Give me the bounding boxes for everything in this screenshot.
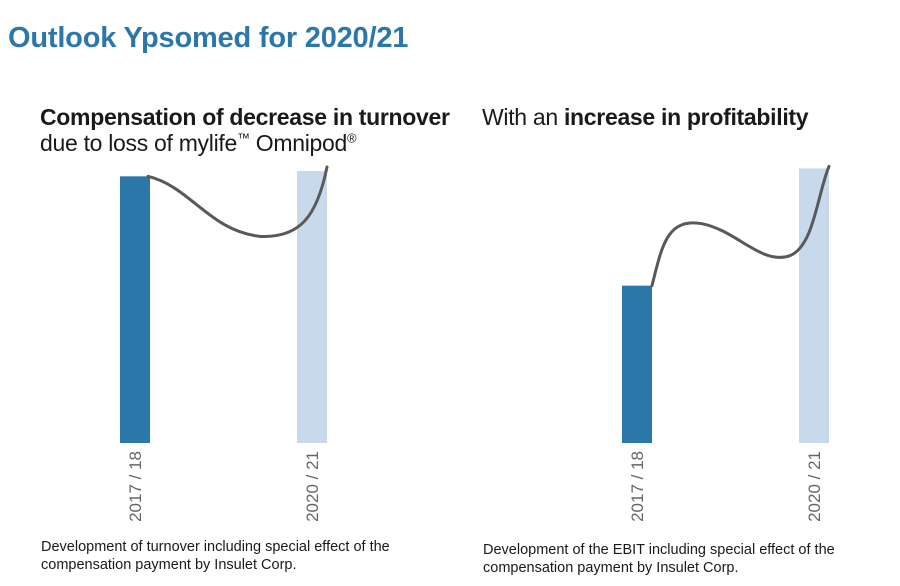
right-heading-bold: increase in profitability xyxy=(563,104,809,130)
right-caption-line2: compensation payment by Insulet Corp. xyxy=(483,560,739,576)
bar-second xyxy=(799,168,829,444)
page-title: Outlook Ypsomed for 2020/21 xyxy=(8,22,409,54)
x-tick-label: 2020 / 21 xyxy=(805,451,824,522)
bar-first xyxy=(622,285,652,443)
left-panel-heading: Compensation of decrease in turnover due… xyxy=(40,104,450,156)
ebit-trend-curve xyxy=(650,164,831,288)
right-caption-line1: Development of the EBIT including specia… xyxy=(483,542,835,558)
right-heading-normal: With an xyxy=(482,104,564,130)
left-heading-bold: Compensation of decrease in turnover xyxy=(40,104,450,130)
bar-second xyxy=(297,171,327,443)
left-heading-line2: due to loss of mylife xyxy=(40,130,237,156)
left-caption-line2: compensation payment by Insulet Corp. xyxy=(41,557,297,573)
ebit-chart: 2017 / 18 2020 / 21 xyxy=(622,164,831,522)
turnover-chart: 2017 / 18 2020 / 21 xyxy=(120,165,329,522)
right-caption: Development of the EBIT including specia… xyxy=(483,541,900,577)
right-panel-heading: With an increase in profitability xyxy=(482,104,809,130)
x-tick-label: 2020 / 21 xyxy=(303,451,322,522)
bar-first xyxy=(120,176,150,444)
x-tick-label: 2017 / 18 xyxy=(628,451,647,522)
turnover-trend-curve xyxy=(146,165,329,238)
trademark-symbol: ™ xyxy=(236,130,250,146)
left-caption: Development of turnover including specia… xyxy=(41,538,461,574)
left-heading-product: Omnipod xyxy=(249,130,348,156)
left-caption-line1: Development of turnover including specia… xyxy=(41,539,390,555)
x-tick-label: 2017 / 18 xyxy=(126,451,145,522)
registered-symbol: ® xyxy=(347,130,357,146)
